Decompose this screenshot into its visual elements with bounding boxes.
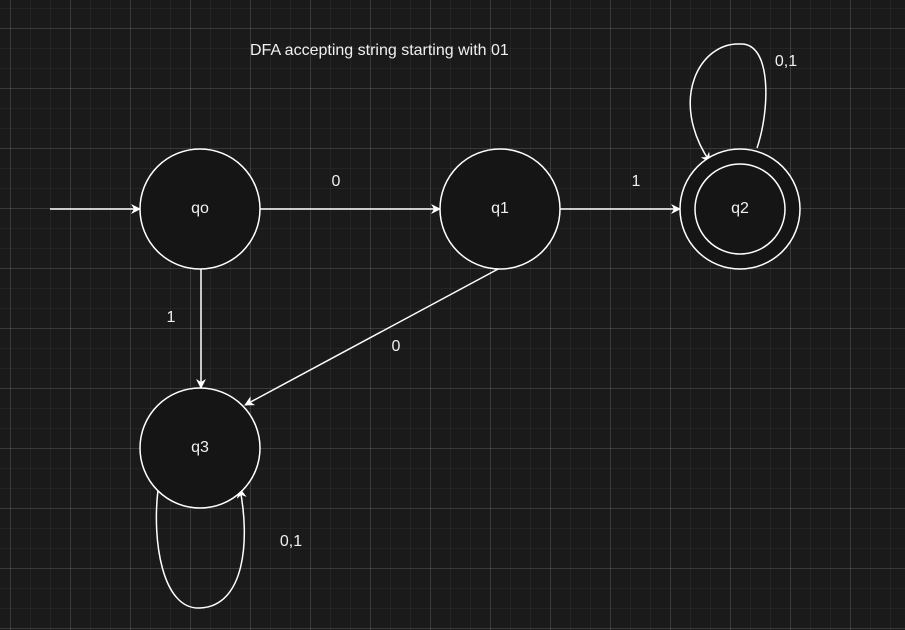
state-q2-inner [694,163,786,255]
transition-label-q3-self: 0,1 [279,533,303,550]
state-q2-outer [679,148,801,270]
state-label-q1: q1 [491,200,509,217]
state-q0 [139,148,261,270]
transition-label-q1-q2: 1 [631,173,641,190]
transition-label-q2-self: 0,1 [774,53,798,70]
self-loop-q2 [689,43,767,163]
transition-label-q0-q3: 1 [166,309,176,326]
state-label-q0: qo [191,200,209,217]
self-loop-q3 [155,488,247,609]
state-label-q2: q2 [731,200,749,217]
diagram-title: DFA accepting string starting with 01 [250,42,509,59]
transition-label-q0-q1: 0 [331,173,341,190]
transition-q1-q3 [244,267,501,406]
transition-label-q1-q3: 0 [391,338,401,355]
state-q3 [139,387,261,509]
state-label-q3: q3 [191,439,209,456]
state-q1 [439,148,561,270]
